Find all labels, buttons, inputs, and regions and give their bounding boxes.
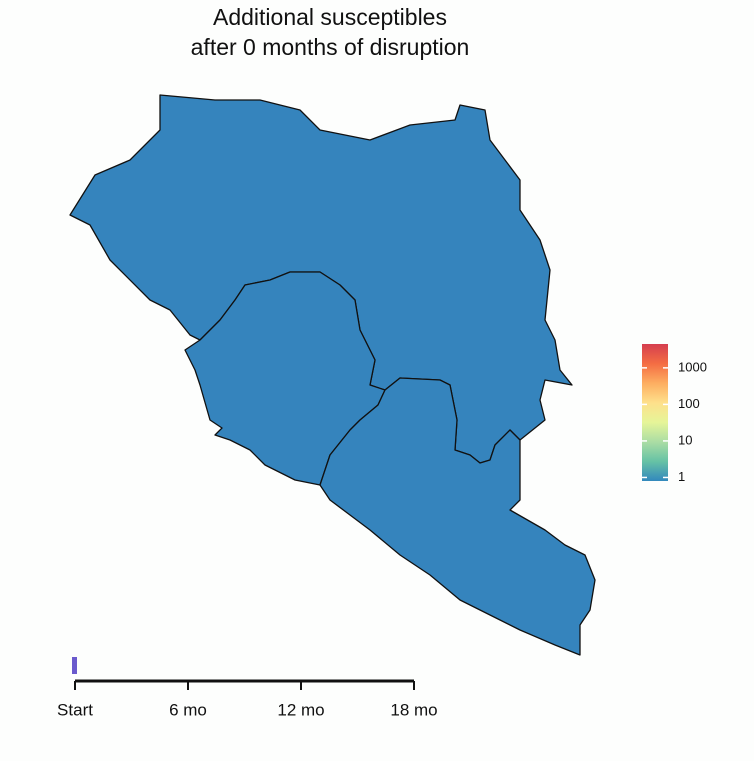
timeline-tick-label: 18 mo [390,700,437,719]
legend-tick-label: 1 [678,469,685,484]
region [319,377,596,656]
timeline-tick-label: 12 mo [277,700,324,719]
legend-tick-label: 100 [678,396,700,411]
timeline-progress [72,657,77,674]
timeline-tick-label: 6 mo [169,700,207,719]
map-regions [69,94,596,656]
title-line: after 0 months of disruption [191,34,470,60]
colorbar [642,344,668,481]
title-line: Additional susceptibles [213,4,447,30]
legend-tick-label: 10 [678,432,692,447]
legend-tick-label: 1000 [678,359,707,374]
timeline-tick-label: Start [57,700,93,719]
